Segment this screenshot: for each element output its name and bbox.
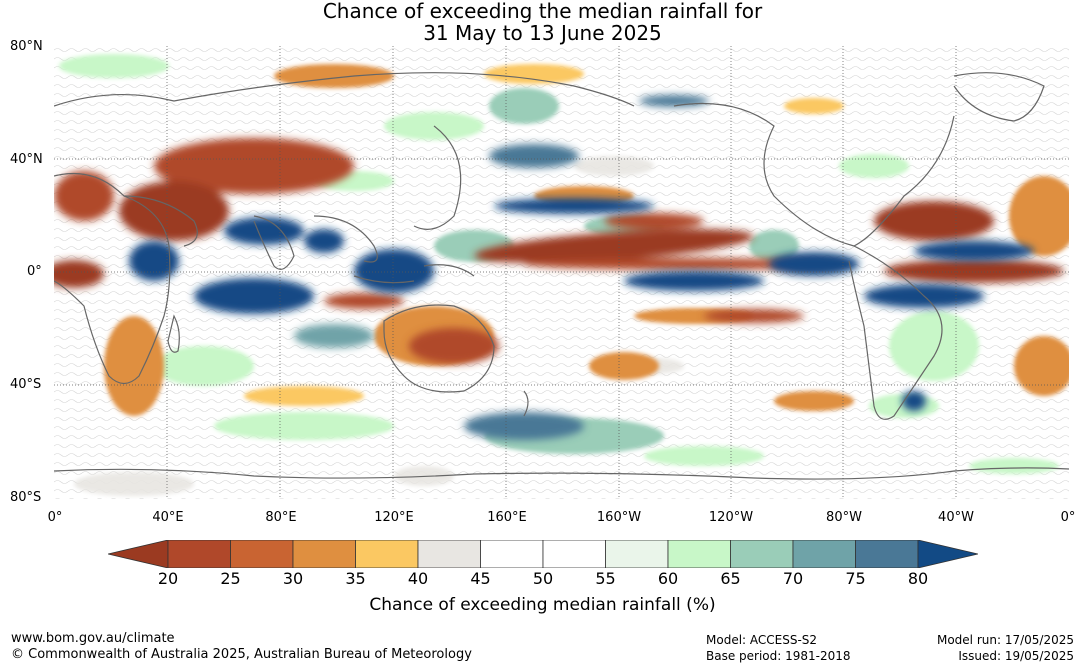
lon-label-160w: 160°W	[596, 510, 642, 525]
lon-label-40e: 40°E	[152, 510, 184, 525]
lat-label-80n: 80°N	[10, 39, 43, 54]
red-patches	[54, 138, 1064, 364]
footer-copyright: © Commonwealth of Australia 2025, Austra…	[11, 647, 472, 662]
lon-label-120e: 120°E	[374, 510, 414, 525]
lon-label-80e: 80°E	[265, 510, 297, 525]
colorbar-tick-label: 65	[720, 569, 741, 588]
blue-patches	[129, 95, 1034, 440]
lon-label-40w: 40°W	[938, 510, 974, 525]
map-title-line-1: Chance of exceeding the median rainfall …	[322, 0, 763, 23]
colorbar-cell	[792, 540, 856, 568]
colorbar-tick-label: 30	[282, 569, 304, 588]
map-title-line-2: 31 May to 13 June 2025	[423, 21, 662, 45]
colorbar-tick-label: 80	[907, 569, 929, 588]
colorbar-tick-label: 75	[845, 569, 866, 588]
colorbar-tick-label: 70	[782, 569, 804, 588]
footer-issued: Issued: 19/05/2025	[958, 649, 1074, 663]
colorbar-cell	[355, 540, 419, 568]
footer-model-run: Model run: 17/05/2025	[936, 633, 1074, 647]
colorbar-cell	[417, 540, 481, 568]
colorbar-tick-label: 25	[220, 569, 241, 588]
colorbar-tick-label: 35	[345, 569, 366, 588]
colorbar-cell	[230, 540, 294, 568]
lat-label-40n: 40°N	[10, 152, 43, 167]
colorbar	[108, 540, 978, 568]
lat-label-40s: 40°S	[10, 377, 42, 392]
colorbar-tick-label: 20	[157, 569, 179, 588]
graticule	[54, 46, 1069, 499]
colorbar-cell	[730, 540, 794, 568]
colorbar-tick-label: 40	[407, 569, 429, 588]
lon-label-160e: 160°E	[487, 510, 527, 525]
colorbar-tick-label: 45	[470, 569, 491, 588]
lat-label-0: 0°	[27, 264, 42, 279]
colorbar-tick-label: 50	[532, 569, 554, 588]
colorbar-cell	[667, 540, 731, 568]
rainfall-probability-map	[54, 46, 1069, 499]
footer-base-period: Base period: 1981-2018	[706, 649, 851, 663]
colorbar-extend-low	[108, 540, 169, 568]
colorbar-cell	[855, 540, 919, 568]
green-patches	[59, 54, 1059, 474]
colorbar-tick-label: 60	[657, 569, 679, 588]
footer-url[interactable]: www.bom.gov.au/climate	[11, 631, 175, 646]
colorbar-cell	[480, 540, 544, 568]
colorbar-cell	[292, 540, 356, 568]
coastlines	[54, 72, 1069, 480]
lat-label-80s: 80°S	[10, 490, 42, 505]
lon-label-80w: 80°W	[826, 510, 862, 525]
lon-label-0-left: 0°	[47, 510, 63, 525]
colorbar-tick-label: 55	[595, 569, 616, 588]
lon-label-120w: 120°W	[708, 510, 754, 525]
colorbar-extend-high	[917, 540, 978, 568]
colorbar-label: Chance of exceeding median rainfall (%)	[369, 595, 716, 615]
colorbar-cell	[167, 540, 231, 568]
footer-model: Model: ACCESS-S2	[706, 633, 818, 647]
lon-label-0-right: 0°	[1060, 510, 1076, 525]
colorbar-cell	[605, 540, 669, 568]
colorbar-cell	[542, 540, 606, 568]
